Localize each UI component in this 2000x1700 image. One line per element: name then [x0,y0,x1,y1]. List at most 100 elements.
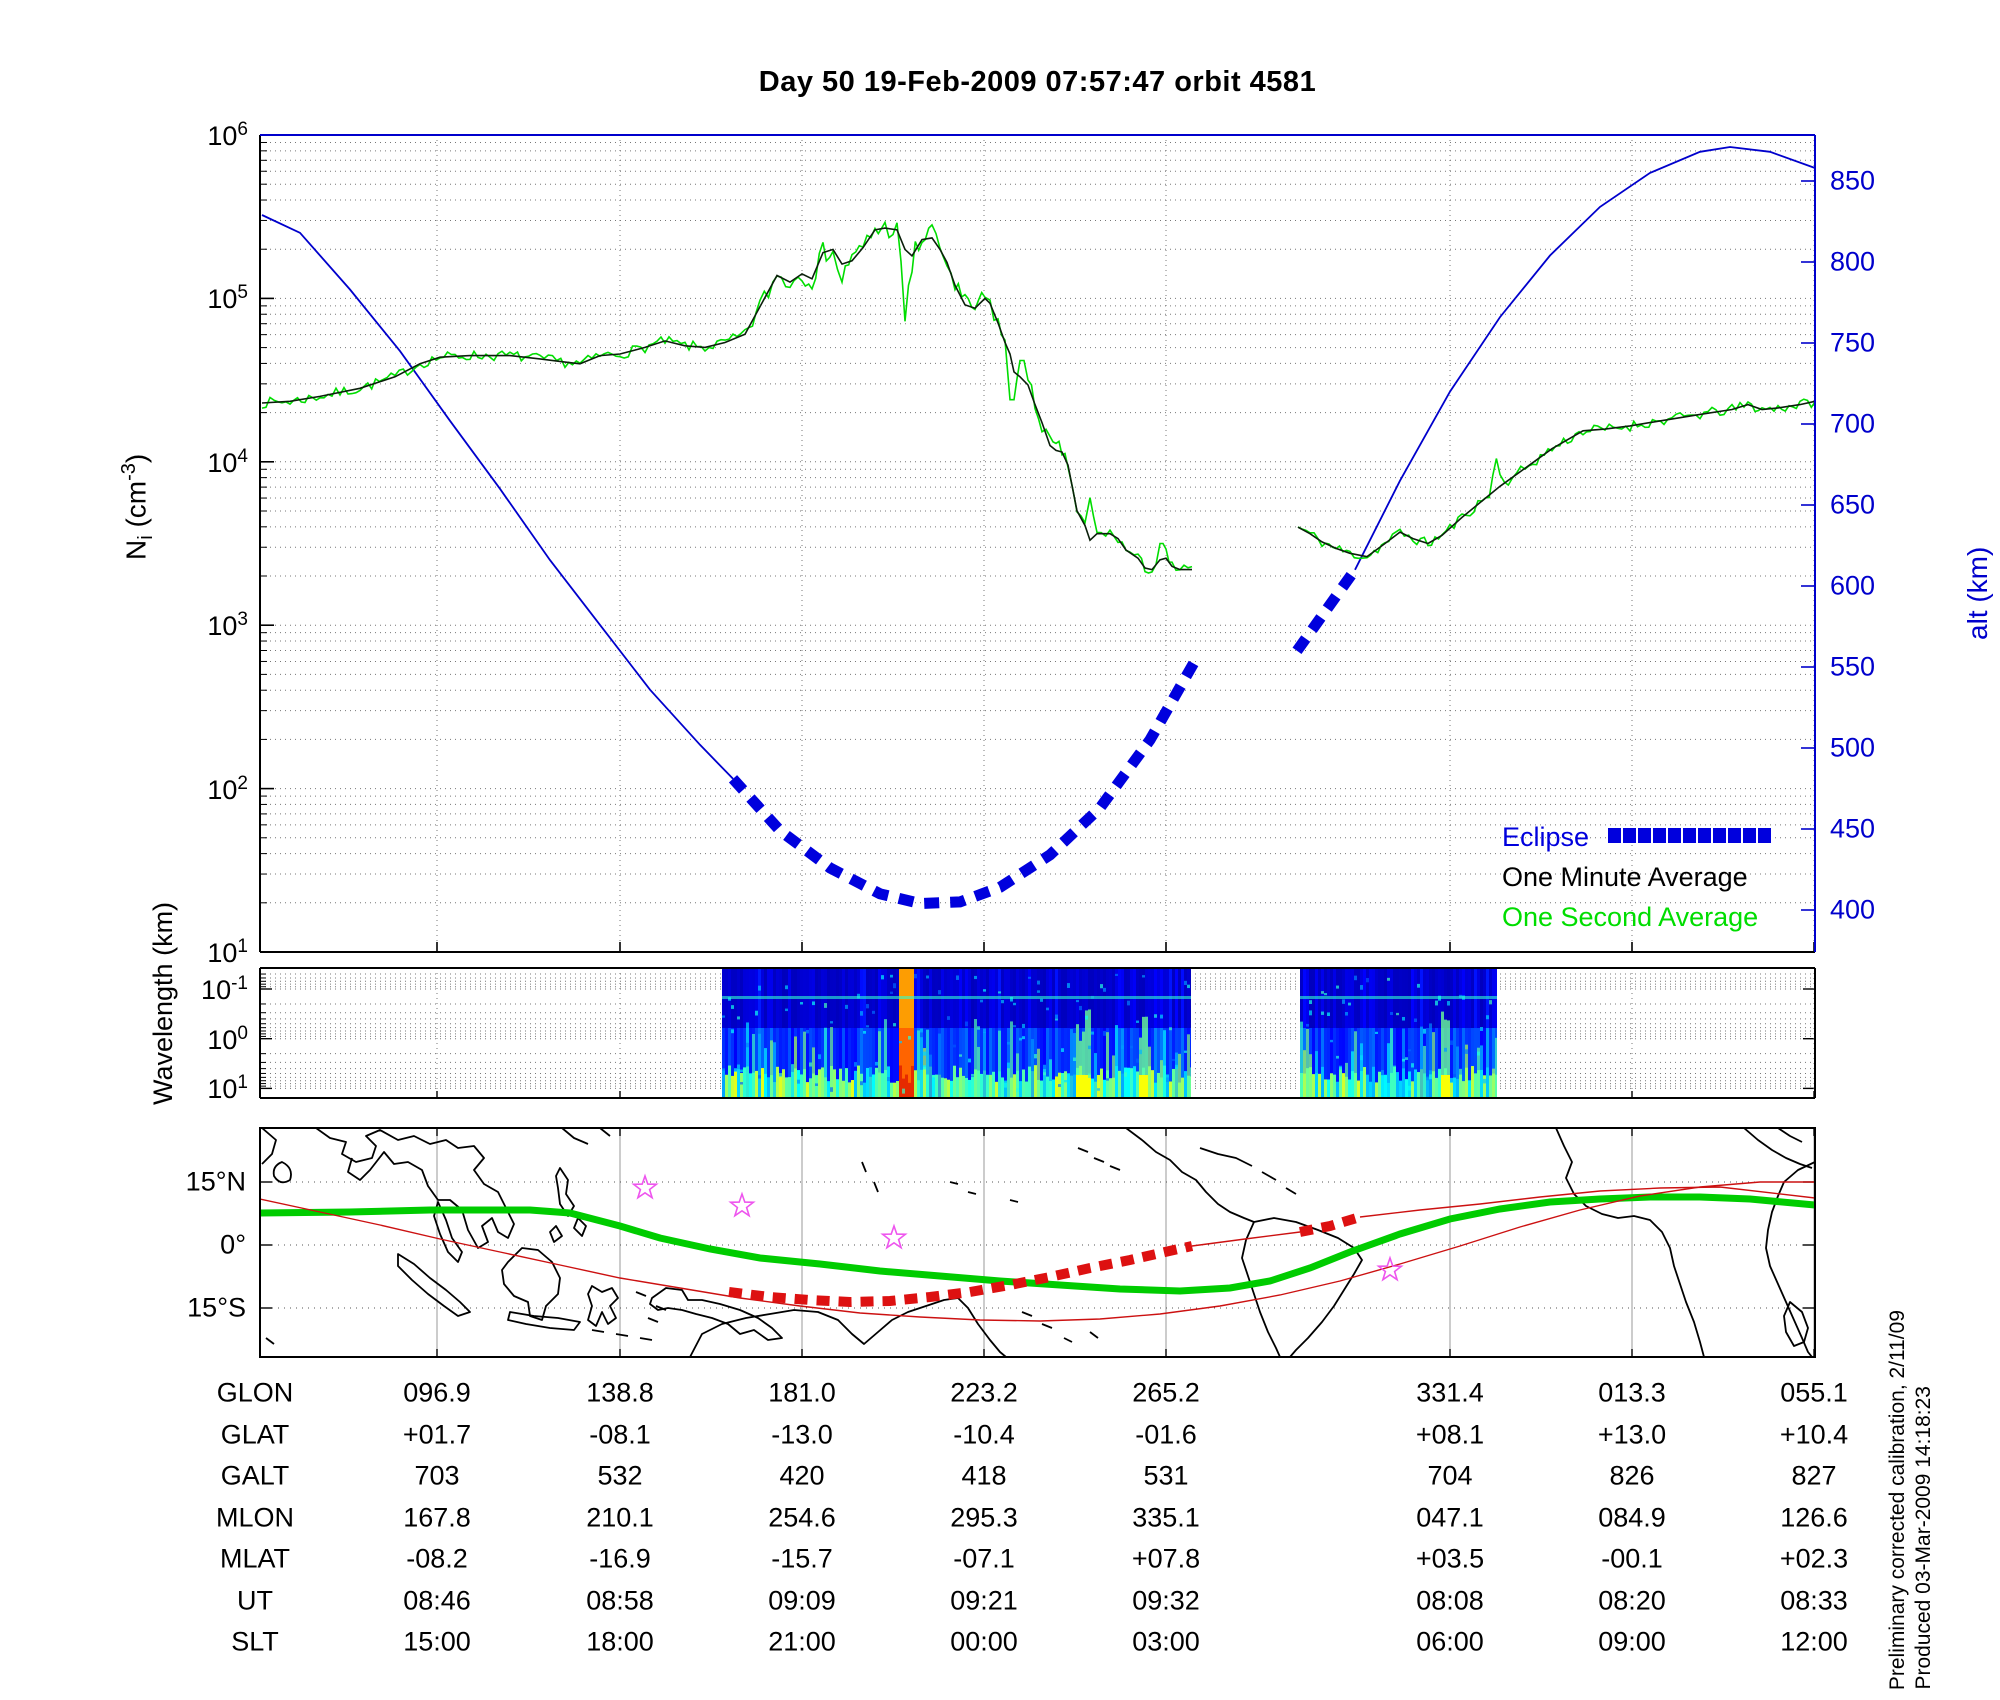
altitude-axis-tick: 500 [1830,732,1876,763]
table-cell: 00:00 [950,1626,1018,1657]
coastline [315,1128,515,1249]
table-cell: -16.9 [589,1543,651,1574]
table-cell: 532 [597,1460,643,1491]
table-row-label: MLON [215,1502,295,1532]
station-star-icon [1376,1255,1404,1282]
table-cell: -13.0 [771,1419,833,1449]
latitude-axis-tick: 0° [220,1229,246,1260]
coastline [861,1161,1019,1203]
magnetic-equator-line [260,1193,1815,1295]
altitude-axis-tick: 450 [1830,813,1876,844]
table-cell: 420 [779,1460,825,1491]
density-axis-tick: 104 [207,445,248,478]
table-row-label: MLAT [219,1543,291,1574]
station-star-icon [728,1191,756,1218]
table-cell: 181.0 [768,1377,836,1408]
table-row-label: UT [237,1585,273,1615]
table-cell: 013.3 [1598,1377,1666,1408]
table-row-label: GLON [216,1377,294,1408]
altitude-axis-tick: 650 [1830,489,1876,520]
table-cell: 047.1 [1416,1502,1484,1532]
table-cell: 418 [961,1460,1007,1491]
coastline [1783,1301,1809,1347]
table-cell: 21:00 [768,1626,836,1657]
altitude-axis-tick: 550 [1830,651,1876,682]
density-axis-tick: 105 [207,282,248,315]
table-cell: 531 [1143,1460,1189,1491]
table-cell: 03:00 [1132,1626,1200,1657]
table-cell: 335.1 [1132,1502,1200,1532]
table-cell: -08.2 [406,1543,468,1574]
wavelength-axis-tick: 101 [207,1072,248,1105]
coastline [265,1337,275,1345]
station-star-icon [631,1173,659,1200]
table-cell: +13.0 [1597,1419,1667,1449]
page-title: Day 50 19-Feb-2009 07:57:47 orbit 4581 [758,66,1317,98]
density-axis-tick: 101 [207,936,248,968]
table-row-label: SLT [231,1626,279,1657]
coastline [433,1201,463,1263]
table-cell: 08:08 [1416,1585,1484,1615]
coastline [501,1247,561,1321]
coastline [591,1329,653,1341]
table-cell: 138.8 [586,1377,654,1408]
table-cell: 254.6 [768,1502,836,1532]
coastline [1241,1217,1363,1357]
coastline [587,1285,619,1327]
table-cell: -00.1 [1601,1543,1663,1574]
table-cell: 084.9 [1598,1502,1666,1532]
wavelength-axis-tick: 10-1 [201,973,248,1005]
table-cell: 331.4 [1416,1377,1484,1408]
table-cell: 295.3 [950,1502,1018,1532]
table-cell: +01.7 [402,1419,472,1449]
altitude-axis-tick: 850 [1830,165,1876,196]
coastline [561,1128,611,1145]
coastline [1125,1128,1255,1223]
coastline [1077,1147,1121,1171]
altitude-axis-tick: 750 [1830,327,1876,358]
density-axis-tick: 103 [207,609,248,642]
table-cell: 827 [1791,1460,1837,1491]
table-cell: +03.5 [1415,1543,1485,1574]
table-cell: 09:21 [950,1585,1018,1615]
coastline [272,1161,292,1184]
coastline [1199,1147,1297,1195]
coastline [1021,1311,1099,1343]
density-axis-tick: 106 [207,119,248,151]
table-cell: 06:00 [1416,1626,1484,1657]
table-cell: 703 [414,1460,460,1491]
table-cell: 704 [1427,1460,1473,1491]
altitude-axis-tick: 700 [1830,408,1876,439]
table-cell: 09:00 [1598,1626,1666,1657]
table-cell: -10.4 [953,1419,1015,1449]
table-cell: 096.9 [403,1377,471,1408]
table-cell: 265.2 [1132,1377,1200,1408]
coastline [1777,1128,1803,1143]
table-cell: 08:33 [1780,1585,1848,1615]
world-map [260,1128,1815,1357]
coastline [397,1253,471,1317]
table-row-label: GLAT [220,1419,290,1449]
table-cell: +07.8 [1131,1543,1201,1574]
note-calibration: Preliminary corrected calibration, 2/11/… [1886,1309,1909,1690]
table-cell: 09:09 [768,1585,836,1615]
coastline [1555,1128,1705,1357]
altitude-axis-tick: 800 [1830,246,1876,277]
table-cell: -01.6 [1135,1419,1197,1449]
table-cell: -07.1 [953,1543,1015,1574]
table-cell: +08.1 [1415,1419,1485,1449]
eclipse-track-dashed [1299,1212,1362,1237]
altitude-axis-tick: 600 [1830,570,1876,601]
coastline [507,1311,581,1331]
table-row-label: GALT [220,1460,290,1491]
table-cell: 055.1 [1780,1377,1848,1408]
table-cell: -15.7 [771,1543,833,1574]
table-cell: 08:20 [1598,1585,1666,1615]
legend-one-second-label: One Second Average [1502,902,1759,932]
table-cell: 08:58 [586,1585,654,1615]
table-cell: 223.2 [950,1377,1018,1408]
altitude-axis-tick: 400 [1830,894,1876,925]
table-cell: 18:00 [586,1626,654,1657]
table-cell: 08:46 [403,1585,471,1615]
